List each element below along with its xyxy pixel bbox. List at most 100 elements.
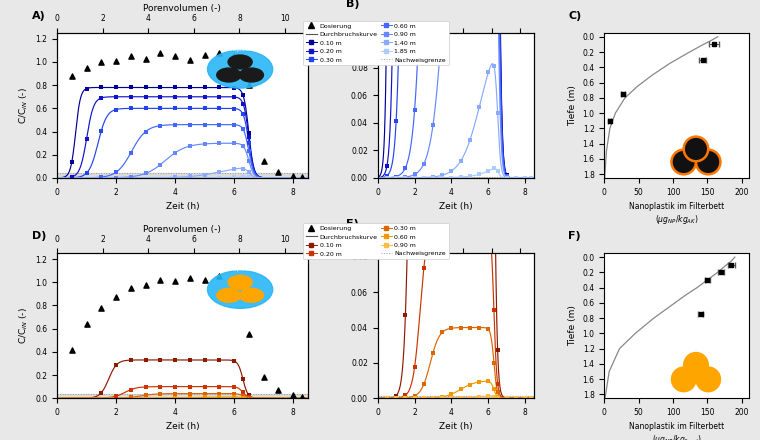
Point (296, 393, 308, 400)
Point (427, 173, 439, 180)
Point (125, 285, 137, 292)
Point (501, 395, 513, 402)
Point (198, 383, 211, 390)
Point (501, 174, 513, 181)
Point (492, 380, 504, 387)
Point (418, 395, 430, 402)
Point (381, 395, 393, 402)
Circle shape (228, 55, 252, 69)
Text: C): C) (568, 11, 581, 21)
Point (409, 174, 421, 181)
Point (154, 356, 166, 363)
Point (524, 395, 537, 402)
Point (272, 169, 284, 176)
Point (169, 105, 181, 112)
Point (473, 171, 485, 178)
Point (409, 174, 421, 181)
Point (125, 105, 137, 112)
Point (154, 93, 166, 100)
Point (169, 278, 181, 285)
Point (169, 390, 181, 397)
Point (409, 363, 421, 370)
Point (169, 84, 181, 91)
Point (390, 395, 402, 402)
Point (519, 395, 531, 402)
X-axis label: Zeit (h): Zeit (h) (166, 202, 199, 211)
Point (110, 84, 122, 91)
Point (237, 110, 249, 117)
Point (228, 140, 240, 147)
Point (258, 157, 270, 164)
Point (237, 100, 249, 107)
Text: E): E) (347, 219, 359, 229)
Circle shape (239, 288, 264, 302)
Point (214, 49, 226, 56)
Point (184, 356, 196, 363)
Point (488, 393, 500, 400)
Point (169, 383, 181, 390)
Y-axis label: C/C$_{{IN}}$ (-): C/C$_{{IN}}$ (-) (17, 87, 30, 124)
Circle shape (696, 367, 720, 392)
Point (427, 121, 439, 128)
Point (390, 395, 402, 402)
Point (287, 172, 299, 179)
Point (464, 172, 476, 180)
Point (169, 174, 181, 181)
Point (214, 356, 226, 363)
Point (483, 326, 495, 333)
Point (445, 168, 458, 175)
Point (198, 140, 211, 147)
Point (501, 395, 513, 402)
Point (139, 170, 151, 177)
Point (198, 390, 211, 397)
Point (198, 171, 211, 178)
Point (519, 174, 531, 181)
Point (228, 390, 240, 397)
Circle shape (207, 51, 273, 88)
Point (519, 174, 531, 181)
Point (110, 93, 122, 100)
Point (81, 169, 93, 176)
Point (390, 174, 402, 181)
Point (272, 387, 284, 394)
Point (198, 121, 211, 128)
Point (184, 84, 196, 91)
Point (237, 392, 249, 400)
Bar (57, 393, 308, 398)
Point (65, 159, 78, 166)
Point (510, 174, 522, 181)
Point (198, 93, 211, 100)
Point (81, 85, 93, 92)
Legend: Dosierung, Durchbruchskurve, 0.10 m, 0.20 m, 0.30 m, 0.60 m, 0.90 m, Nachweisgre: Dosierung, Durchbruchskurve, 0.10 m, 0.2… (303, 223, 448, 259)
Point (409, 392, 421, 400)
Point (399, 164, 411, 171)
Point (454, 386, 467, 393)
Point (488, 359, 500, 367)
Point (390, 174, 402, 181)
Point (228, 357, 240, 364)
Point (198, 276, 211, 283)
Point (169, 93, 181, 100)
Y-axis label: C/C$_{{IN}}$ (-): C/C$_{{IN}}$ (-) (17, 307, 30, 344)
Point (510, 174, 522, 181)
Point (409, 395, 421, 402)
Point (519, 174, 531, 181)
Point (501, 172, 513, 179)
Point (110, 174, 122, 181)
Point (492, 109, 504, 116)
Point (488, 62, 500, 70)
Point (139, 105, 151, 112)
Point (524, 174, 537, 181)
Point (483, 69, 495, 76)
Point (169, 121, 181, 128)
Point (139, 128, 151, 135)
Point (492, 168, 504, 175)
Point (95, 84, 107, 91)
Point (237, 394, 249, 401)
Point (524, 174, 537, 181)
Point (242, 331, 255, 338)
Point (237, 125, 249, 132)
Point (390, 392, 402, 399)
Point (228, 84, 240, 91)
Point (95, 173, 107, 180)
